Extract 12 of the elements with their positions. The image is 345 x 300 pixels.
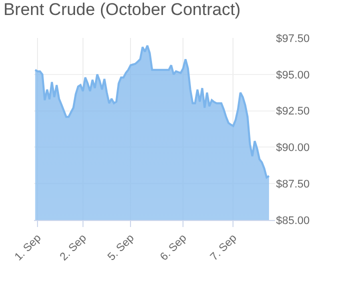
- y-tick-label: $95.00: [276, 69, 310, 82]
- y-tick-label: $97.50: [276, 32, 310, 45]
- x-tick-label: 6. Sep: [158, 232, 190, 264]
- chart-title: Brent Crude (October Contract): [3, 0, 241, 19]
- x-tick-label: 2. Sep: [58, 232, 89, 264]
- y-tick-label: $90.00: [276, 142, 310, 154]
- x-tick-label: 1. Sep: [12, 232, 44, 264]
- y-tick-label: $85.00: [276, 214, 310, 227]
- y-tick-label: $87.50: [276, 178, 310, 190]
- x-tick-label: 7. Sep: [208, 232, 240, 264]
- x-tick-label: 5. Sep: [106, 232, 137, 264]
- y-tick-label: $92.50: [276, 106, 310, 118]
